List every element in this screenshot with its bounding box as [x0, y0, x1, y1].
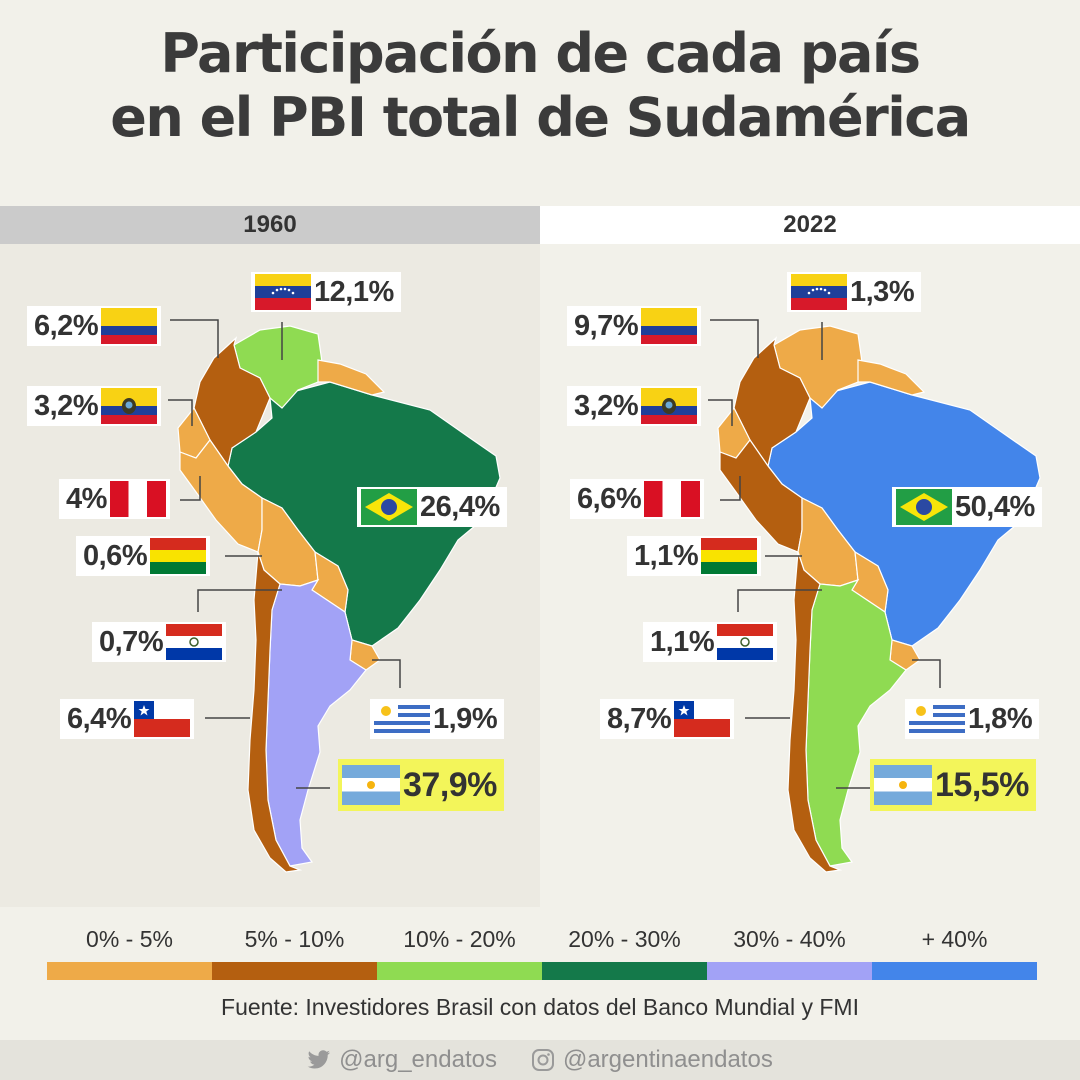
label-2022-bolivia: 1,1% — [627, 536, 762, 576]
label-2022-venezuela: 1,3% — [787, 272, 922, 312]
venezuela-flag-icon — [791, 274, 847, 310]
source-note: Fuente: Investidores Brasil con datos de… — [221, 994, 859, 1020]
guianas-region — [317, 359, 386, 396]
label-2022-chile: 8,7% — [600, 699, 735, 739]
paraguay-flag-icon — [166, 624, 223, 660]
legend-label: 0% - 5% — [86, 926, 173, 952]
legend-label: 10% - 20% — [403, 926, 516, 952]
legend-color-bar — [47, 962, 1037, 980]
legend-swatch — [542, 962, 707, 980]
label-1960-paraguay: 0,7% — [92, 622, 227, 662]
footer: @arg_endatos @argentinaendatos — [0, 1040, 1080, 1080]
ecuador-flag-icon — [641, 388, 698, 424]
legend-swatch — [872, 962, 1037, 980]
peru-flag-icon — [644, 481, 701, 517]
guianas-region — [857, 359, 926, 396]
legend-label: 5% - 10% — [244, 926, 345, 952]
legend-swatch — [377, 962, 542, 980]
colombia-flag-icon — [641, 308, 698, 344]
title-line-1: Participación de cada país — [160, 22, 921, 85]
legend-swatch — [212, 962, 377, 980]
legend-swatch — [707, 962, 872, 980]
label-2022-peru: 6,6% — [570, 479, 705, 519]
label-2022-ecuador: 3,2% — [567, 386, 702, 426]
twitter-handle[interactable]: @arg_endatos — [307, 1046, 497, 1074]
argentina-flag-icon — [874, 765, 932, 805]
legend-label: 20% - 30% — [568, 926, 681, 952]
label-1960-uruguay: 1,9% — [370, 699, 505, 739]
twitter-bird-icon — [307, 1050, 331, 1069]
label-1960-argentina: 37,9% — [338, 759, 504, 811]
map-2022 — [707, 319, 1041, 873]
label-1960-bolivia: 0,6% — [76, 536, 211, 576]
ecuador-flag-icon — [101, 388, 158, 424]
label-2022-brazil: 50,4% — [892, 487, 1042, 527]
legend-label: + 40% — [921, 926, 988, 952]
chile-flag-icon — [134, 701, 191, 737]
brazil-flag-icon — [361, 489, 417, 525]
instagram-handle[interactable]: @argentinaendatos — [531, 1046, 773, 1074]
legend-label: 30% - 40% — [733, 926, 846, 952]
label-1960-colombia: 6,2% — [27, 306, 162, 346]
label-1960-venezuela: 12,1% — [251, 272, 401, 312]
label-2022-colombia: 9,7% — [567, 306, 702, 346]
bolivia-flag-icon — [701, 538, 758, 574]
label-1960-peru: 4% — [59, 479, 170, 519]
argentina-flag-icon — [342, 765, 400, 805]
uruguay-flag-icon — [909, 701, 965, 737]
label-1960-brazil: 26,4% — [357, 487, 507, 527]
bolivia-flag-icon — [150, 538, 207, 574]
label-2022-argentina: 15,5% — [870, 759, 1036, 811]
page-title: Participación de cada país en el PBI tot… — [0, 22, 1080, 150]
title-line-2: en el PBI total de Sudamérica — [110, 86, 971, 149]
paraguay-flag-icon — [717, 624, 774, 660]
label-1960-ecuador: 3,2% — [27, 386, 162, 426]
label-2022-paraguay: 1,1% — [643, 622, 778, 662]
legend-swatch — [47, 962, 212, 980]
panel-2022-header: 2022 — [540, 206, 1080, 244]
colombia-flag-icon — [101, 308, 158, 344]
peru-flag-icon — [109, 481, 166, 517]
chile-flag-icon — [674, 701, 731, 737]
instagram-icon — [531, 1049, 554, 1071]
chile-region — [787, 551, 843, 873]
label-1960-chile: 6,4% — [60, 699, 195, 739]
uruguay-flag-icon — [374, 701, 430, 737]
label-2022-uruguay: 1,8% — [905, 699, 1040, 739]
chile-region — [247, 551, 303, 873]
venezuela-flag-icon — [255, 274, 311, 310]
legend-labels: 0% - 5% 5% - 10% 10% - 20% 20% - 30% 30%… — [47, 926, 1037, 953]
panel-1960-header: 1960 — [0, 206, 540, 244]
brazil-flag-icon — [896, 489, 952, 525]
